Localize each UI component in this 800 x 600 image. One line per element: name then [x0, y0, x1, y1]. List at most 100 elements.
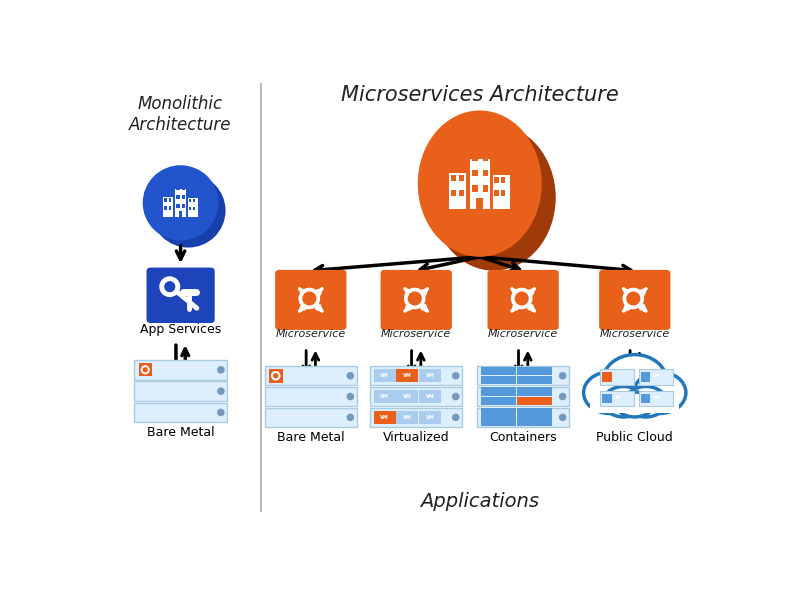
Text: VM: VM [380, 373, 389, 378]
Text: Containers: Containers [490, 431, 557, 444]
Circle shape [559, 394, 566, 400]
FancyBboxPatch shape [482, 154, 488, 161]
FancyBboxPatch shape [478, 387, 569, 406]
FancyBboxPatch shape [501, 190, 506, 196]
FancyBboxPatch shape [178, 211, 182, 217]
FancyBboxPatch shape [177, 186, 180, 190]
Text: Microservice: Microservice [600, 329, 670, 339]
Text: VM: VM [403, 415, 412, 420]
Text: Applications: Applications [420, 492, 539, 511]
Circle shape [559, 414, 566, 421]
Circle shape [299, 289, 319, 308]
FancyBboxPatch shape [370, 366, 462, 385]
Ellipse shape [432, 124, 556, 271]
Circle shape [408, 292, 421, 305]
FancyBboxPatch shape [518, 418, 552, 426]
FancyBboxPatch shape [265, 387, 357, 406]
FancyBboxPatch shape [482, 397, 516, 405]
Circle shape [165, 282, 174, 292]
FancyBboxPatch shape [182, 204, 186, 208]
Text: VM: VM [653, 374, 660, 378]
Text: VM: VM [426, 415, 434, 420]
FancyBboxPatch shape [193, 206, 195, 210]
FancyBboxPatch shape [396, 411, 418, 424]
Text: VM: VM [403, 394, 412, 399]
FancyBboxPatch shape [473, 170, 478, 176]
FancyBboxPatch shape [518, 367, 552, 375]
Text: Microservices Architecture: Microservices Architecture [341, 85, 618, 105]
FancyBboxPatch shape [189, 206, 191, 210]
Text: App Services: App Services [140, 323, 222, 336]
Ellipse shape [151, 173, 226, 248]
FancyBboxPatch shape [265, 408, 357, 427]
FancyBboxPatch shape [470, 159, 490, 209]
FancyBboxPatch shape [134, 360, 227, 380]
FancyBboxPatch shape [269, 369, 282, 383]
Text: Bare Metal: Bare Metal [146, 426, 214, 439]
Text: VM: VM [653, 396, 660, 400]
FancyBboxPatch shape [374, 390, 395, 403]
Text: Microservice: Microservice [381, 329, 451, 339]
Circle shape [405, 289, 425, 308]
FancyBboxPatch shape [473, 185, 478, 192]
FancyBboxPatch shape [164, 198, 167, 202]
FancyBboxPatch shape [494, 177, 498, 182]
Text: Microservice: Microservice [276, 329, 346, 339]
Text: VM: VM [403, 373, 412, 378]
FancyBboxPatch shape [458, 175, 463, 181]
Text: Public Cloud: Public Cloud [596, 431, 673, 444]
FancyBboxPatch shape [518, 376, 552, 384]
Circle shape [347, 414, 354, 421]
Text: Virtualized: Virtualized [383, 431, 450, 444]
Circle shape [218, 409, 224, 416]
Text: VM: VM [380, 394, 389, 399]
Text: VM: VM [426, 373, 434, 378]
Circle shape [272, 372, 280, 380]
Ellipse shape [626, 386, 666, 417]
FancyBboxPatch shape [478, 366, 569, 385]
Circle shape [143, 166, 218, 240]
FancyBboxPatch shape [193, 199, 195, 202]
Circle shape [218, 367, 224, 373]
Text: VM: VM [426, 394, 434, 399]
Circle shape [143, 368, 147, 371]
Circle shape [453, 394, 459, 400]
Text: Monolithic
Architecture: Monolithic Architecture [130, 95, 232, 134]
FancyBboxPatch shape [641, 394, 650, 403]
Ellipse shape [418, 110, 542, 257]
Circle shape [453, 414, 459, 421]
FancyBboxPatch shape [188, 198, 198, 217]
FancyBboxPatch shape [482, 388, 516, 396]
Circle shape [142, 366, 149, 374]
FancyBboxPatch shape [477, 197, 483, 209]
FancyBboxPatch shape [169, 206, 171, 210]
FancyBboxPatch shape [419, 390, 441, 403]
FancyBboxPatch shape [164, 206, 167, 210]
FancyBboxPatch shape [182, 195, 186, 199]
Circle shape [218, 388, 224, 394]
FancyBboxPatch shape [175, 189, 186, 217]
Ellipse shape [616, 392, 654, 417]
FancyBboxPatch shape [638, 369, 673, 385]
Ellipse shape [634, 372, 686, 413]
FancyBboxPatch shape [482, 170, 488, 176]
FancyBboxPatch shape [396, 390, 418, 403]
FancyBboxPatch shape [134, 403, 227, 422]
Circle shape [559, 373, 566, 379]
FancyBboxPatch shape [482, 367, 516, 375]
FancyBboxPatch shape [169, 198, 171, 202]
FancyBboxPatch shape [275, 270, 346, 330]
Circle shape [160, 277, 179, 296]
FancyBboxPatch shape [493, 175, 510, 209]
FancyBboxPatch shape [482, 408, 516, 416]
FancyBboxPatch shape [449, 173, 466, 209]
FancyBboxPatch shape [494, 190, 498, 196]
FancyBboxPatch shape [473, 154, 478, 161]
FancyBboxPatch shape [641, 372, 650, 382]
FancyBboxPatch shape [638, 391, 673, 406]
FancyBboxPatch shape [370, 408, 462, 427]
FancyBboxPatch shape [590, 394, 679, 413]
FancyBboxPatch shape [458, 190, 463, 196]
FancyBboxPatch shape [600, 369, 634, 385]
Ellipse shape [602, 355, 667, 410]
